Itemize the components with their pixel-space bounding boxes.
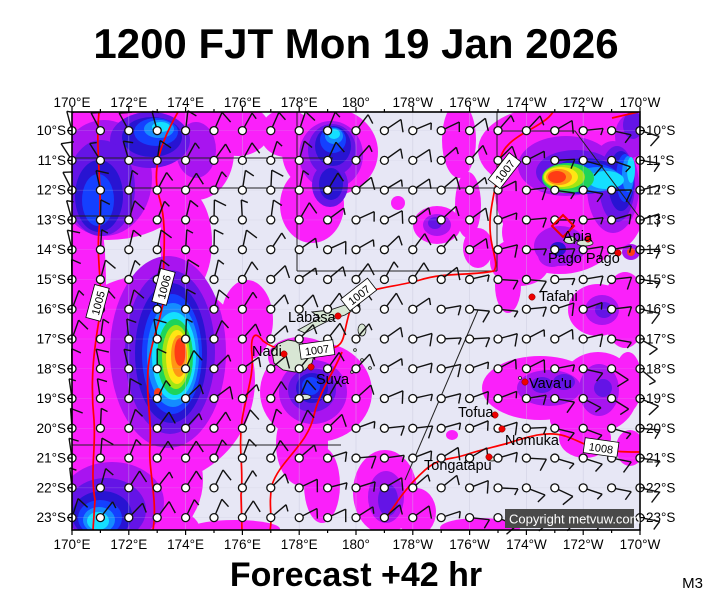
lon-label-bottom: 174°W <box>506 537 547 552</box>
lon-label-top: 178°W <box>392 95 433 110</box>
isobar-value-label: 1008 <box>582 437 620 458</box>
lon-label-top: 172°E <box>110 95 147 110</box>
lat-label-left: 15°S <box>37 272 66 287</box>
place-label: Pago Pago <box>548 251 620 267</box>
svg-text:1007: 1007 <box>304 343 330 358</box>
lat-label-right: 21°S <box>646 451 675 466</box>
lon-label-bottom: 180° <box>342 537 370 552</box>
city-dot <box>498 425 506 433</box>
city-dot <box>491 411 499 419</box>
place-label: Suva <box>316 372 350 388</box>
city-dot <box>485 453 493 461</box>
lat-label-left: 13°S <box>37 212 66 227</box>
lat-label-right: 16°S <box>646 302 675 317</box>
city-dot <box>584 235 592 243</box>
lat-label-left: 17°S <box>37 331 66 346</box>
place-label: Tofua <box>458 405 494 421</box>
lon-label-bottom: 172°W <box>563 537 604 552</box>
city-dot <box>334 312 342 320</box>
lon-label-bottom: 174°E <box>167 537 204 552</box>
lon-label-bottom: 172°E <box>110 537 147 552</box>
lat-label-right: 22°S <box>646 480 675 495</box>
lon-label-top: 170°E <box>54 95 91 110</box>
place-labels: Labasa Nadi Suva Apia Pago Pago Tafahi Vava'u T… <box>252 229 620 474</box>
city-dot <box>614 249 622 257</box>
city-dot <box>280 350 288 358</box>
lon-label-top: 180° <box>342 95 370 110</box>
lat-label-left: 20°S <box>37 421 66 436</box>
isobar-value-label: 1005 <box>85 284 110 322</box>
lon-label-bottom: 178°E <box>281 537 318 552</box>
lat-label-right: 14°S <box>646 242 675 257</box>
place-label: Labasa <box>288 310 337 326</box>
lat-label-left: 22°S <box>37 480 66 495</box>
lon-label-bottom: 176°W <box>449 537 490 552</box>
axis-ticks <box>67 107 645 535</box>
lat-label-left: 12°S <box>37 183 66 198</box>
lat-label-right: 10°S <box>646 123 675 138</box>
lon-label-bottom: 170°E <box>54 537 91 552</box>
lon-label-top: 178°E <box>281 95 318 110</box>
copyright-label: Copyright metvuw.com <box>509 512 641 527</box>
axis-labels: 170°E 170°E 172°E 172°E 174°E 174°E 176°E 176°E… <box>37 95 676 552</box>
lat-label-right: 20°S <box>646 421 675 436</box>
copyright-badge: Copyright metvuw.com <box>505 509 641 528</box>
model-tag: M3 <box>682 575 703 592</box>
lat-label-left: 23°S <box>37 510 66 525</box>
lat-label-right: 18°S <box>646 361 675 376</box>
cyclone-marker-icon <box>550 213 576 239</box>
lon-label-top: 176°W <box>449 95 490 110</box>
lat-label-left: 18°S <box>37 361 66 376</box>
city-dot <box>528 293 536 301</box>
lat-label-right: 15°S <box>646 272 675 287</box>
lon-label-top: 176°E <box>224 95 261 110</box>
lat-label-right: 12°S <box>646 183 675 198</box>
place-label: Nadi <box>252 344 282 360</box>
isobar-value-label: 1006 <box>151 268 176 306</box>
city-dot <box>521 378 529 386</box>
place-label: Nomuka <box>505 433 560 449</box>
lon-label-top: 172°W <box>563 95 604 110</box>
lon-label-bottom: 170°W <box>620 537 661 552</box>
lat-label-right: 11°S <box>646 153 674 168</box>
place-label: Apia <box>563 229 593 245</box>
svg-text:1008: 1008 <box>588 441 614 456</box>
place-label: Vava'u <box>529 376 572 392</box>
lat-label-left: 11°S <box>38 153 66 168</box>
lon-label-bottom: 178°W <box>392 537 433 552</box>
place-label: Tongatapu <box>424 458 492 474</box>
lon-label-top: 174°W <box>506 95 547 110</box>
lat-label-right: 17°S <box>646 331 675 346</box>
lat-label-left: 19°S <box>37 391 66 406</box>
place-label: Tafahi <box>539 289 578 305</box>
page-title: 1200 FJT Mon 19 Jan 2026 <box>93 20 618 67</box>
city-dot <box>307 363 315 371</box>
lat-label-right: 13°S <box>646 212 675 227</box>
copyright-background <box>505 509 634 528</box>
isobar-value-label: 1007 <box>298 339 336 360</box>
lat-label-left: 10°S <box>37 123 66 138</box>
lat-label-left: 21°S <box>37 451 66 466</box>
lat-label-right: 19°S <box>646 391 675 406</box>
lat-label-left: 16°S <box>37 302 66 317</box>
lat-label-right: 23°S <box>646 510 675 525</box>
lon-label-top: 170°W <box>620 95 661 110</box>
lon-label-top: 174°E <box>167 95 204 110</box>
lon-label-bottom: 176°E <box>224 537 261 552</box>
lat-label-left: 14°S <box>37 242 66 257</box>
forecast-hour-label: Forecast +42 hr <box>230 556 482 594</box>
city-dots <box>280 213 622 461</box>
